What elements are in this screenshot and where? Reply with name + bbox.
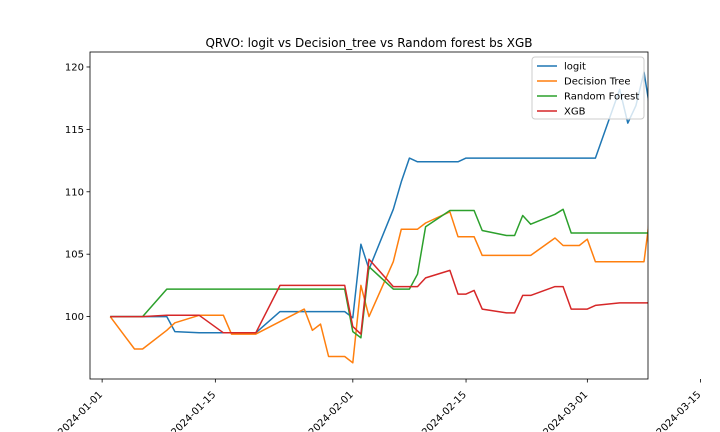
legend-label-xgb: XGB — [564, 107, 586, 118]
y-tick-label: 120 — [65, 62, 84, 73]
series-line-logit — [110, 71, 648, 334]
y-tick-label: 115 — [65, 125, 84, 136]
series-line-random-forest — [110, 208, 648, 339]
plot-lines — [109, 71, 648, 364]
y-tick-label: 105 — [65, 250, 84, 261]
y-tick-label: 100 — [65, 312, 84, 323]
legend: logit Decision Tree Random Forest XGB — [531, 56, 645, 120]
legend-label-decision-tree: Decision Tree — [564, 77, 631, 88]
y-axis: 100 105 110 115 120 — [65, 62, 90, 323]
y-tick-label: 110 — [65, 187, 84, 198]
plot-frame — [89, 51, 649, 380]
chart-title: QRVO: logit vs Decision_tree vs Random f… — [205, 36, 532, 50]
series-line-decision-tree — [109, 211, 648, 364]
legend-label-random-forest: Random Forest — [564, 92, 639, 103]
series-line-xgb — [110, 258, 648, 335]
legend-box — [531, 56, 645, 120]
legend-label-logit: logit — [564, 62, 586, 73]
